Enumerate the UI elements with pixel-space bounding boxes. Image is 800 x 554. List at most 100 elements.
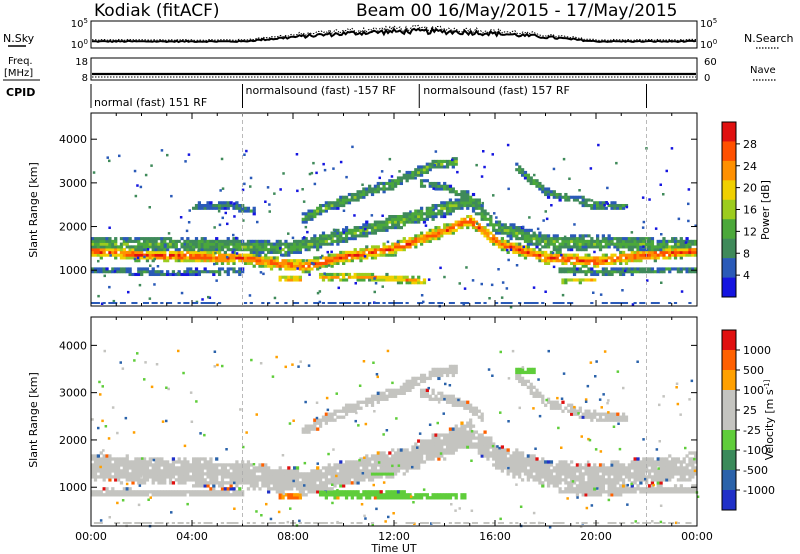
heatmap-cell [301, 239, 305, 243]
nsky-label: N.Sky [3, 32, 35, 45]
heatmap-cell [596, 245, 600, 249]
heatmap-cell [575, 475, 580, 479]
heatmap-cell [541, 187, 545, 191]
heatmap-cell [616, 237, 620, 241]
heatmap-cell [431, 397, 435, 401]
heatmap-cell [526, 228, 530, 232]
heatmap-cell [258, 250, 262, 254]
heatmap-cell [431, 159, 435, 163]
heatmap-cell [636, 484, 640, 488]
near-range-cell [613, 302, 617, 304]
heatmap-cell [365, 234, 369, 238]
heatmap-speckle [493, 212, 496, 215]
heatmap-cell [391, 454, 395, 458]
heatmap-cell [284, 481, 288, 485]
heatmap-cell [526, 475, 530, 479]
heatmap-speckle [471, 279, 475, 282]
heatmap-cell [333, 475, 337, 479]
heatmap-cell [318, 481, 323, 485]
heatmap-cell [633, 463, 637, 467]
heatmap-cell [538, 394, 542, 398]
heatmap-cell [431, 228, 435, 232]
heatmap-cell [500, 226, 505, 230]
heatmap-cell [261, 481, 265, 485]
heatmap-cell [370, 226, 375, 230]
heatmap-cell [232, 259, 236, 263]
heatmap-cell [99, 250, 103, 254]
heatmap-cell [555, 472, 559, 476]
heatmap-cell [581, 415, 585, 419]
heatmap-cell [572, 270, 577, 274]
heatmap-cell [607, 245, 611, 249]
heatmap-cell [636, 472, 640, 476]
heatmap-cell [154, 460, 158, 464]
heatmap-cell [200, 466, 204, 470]
heatmap-cell [246, 466, 251, 470]
heatmap-cell [506, 463, 510, 467]
heatmap-cell [313, 215, 317, 219]
heatmap-cell [552, 253, 556, 257]
heatmap-cell [495, 463, 499, 467]
heatmap-cell [541, 184, 545, 188]
heatmap-speckle [378, 176, 381, 180]
heatmap-cell [448, 439, 453, 443]
heatmap-cell [330, 272, 334, 277]
heatmap-cell [220, 206, 225, 210]
heatmap-cell [238, 203, 242, 208]
heatmap-cell [590, 270, 594, 274]
heatmap-cell [590, 278, 594, 282]
heatmap-cell [356, 478, 360, 482]
heatmap-cell [394, 248, 398, 252]
heatmap-cell [353, 403, 357, 407]
heatmap-cell [584, 245, 588, 249]
heatmap-cell [647, 267, 652, 271]
heatmap-cell [604, 242, 608, 246]
heatmap-cell [411, 237, 415, 241]
near-range-cell [304, 302, 308, 304]
heatmap-cell [552, 400, 556, 404]
heatmap-cell [518, 460, 522, 464]
heatmap-speckle [381, 214, 384, 217]
heatmap-cell [529, 367, 533, 372]
heatmap-cell [440, 203, 444, 208]
near-range-cell [353, 302, 357, 304]
heatmap-cell [91, 493, 95, 497]
heatmap-cell [532, 475, 536, 479]
heatmap-cell [414, 217, 418, 221]
heatmap-cell [555, 478, 559, 482]
heatmap-cell [307, 264, 311, 268]
heatmap-cell [578, 239, 582, 243]
heatmap-cell [379, 475, 383, 479]
heatmap-cell [215, 248, 219, 252]
heatmap-cell [396, 217, 401, 221]
heatmap-cell [417, 275, 421, 279]
heatmap-cell [445, 209, 450, 213]
heatmap-cell [647, 245, 652, 249]
heatmap-cell [616, 239, 620, 243]
heatmap-cell [570, 466, 574, 470]
heatmap-cell [122, 250, 126, 254]
heatmap-cell [676, 248, 681, 252]
heatmap-cell [417, 454, 421, 458]
heatmap-speckle [432, 208, 435, 212]
heatmap-cell [238, 267, 242, 271]
heatmap-cell [526, 469, 530, 473]
heatmap-cell [258, 475, 262, 479]
heatmap-cell [399, 248, 404, 252]
heatmap-cell [105, 454, 109, 458]
heatmap-cell [593, 472, 597, 476]
heatmap-cell [316, 261, 320, 265]
heatmap-cell [549, 406, 554, 410]
heatmap-cell [463, 217, 467, 221]
heatmap-cell [365, 253, 369, 257]
heatmap-cell [235, 463, 239, 467]
heatmap-speckle [303, 236, 306, 239]
heatmap-cell [330, 478, 334, 482]
heatmap-speckle [112, 299, 116, 303]
heatmap-cell [555, 256, 559, 260]
heatmap-cell [171, 245, 176, 249]
heatmap-cell [370, 469, 375, 473]
heatmap-cell [642, 460, 646, 464]
heatmap-cell [284, 267, 288, 271]
heatmap-cell [425, 496, 429, 500]
